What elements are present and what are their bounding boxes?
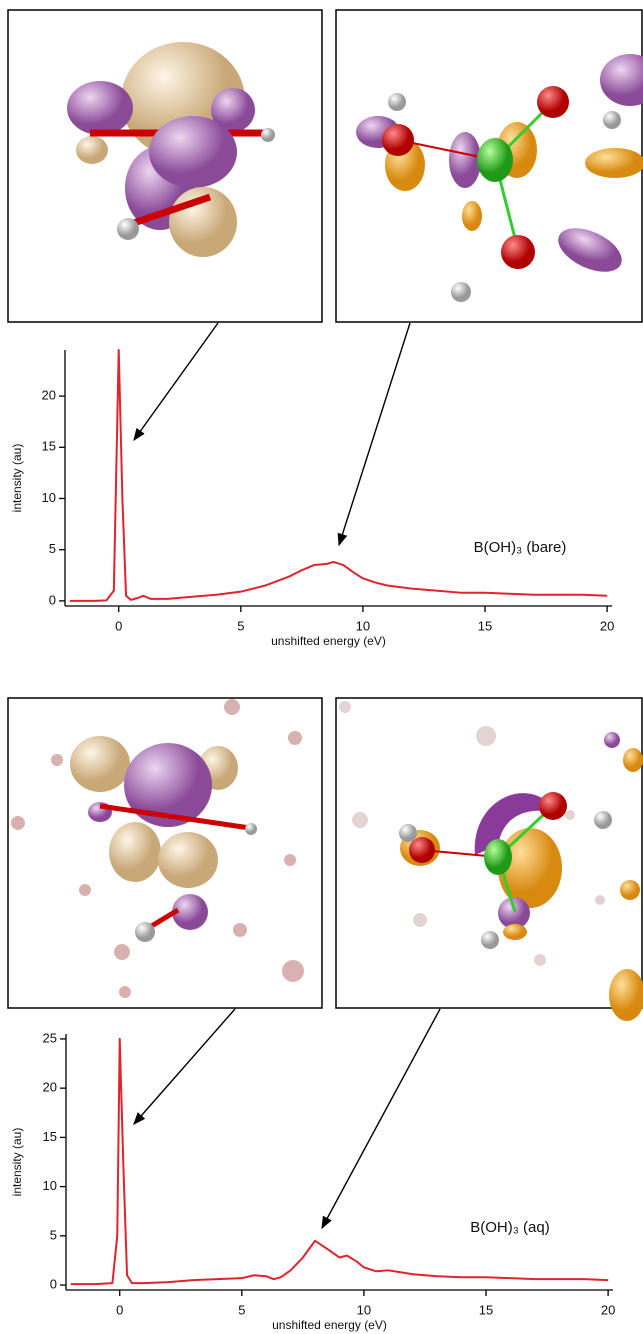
arrows [133,322,441,1230]
y-tick-label: 15 [43,1129,57,1144]
x-tick-label: 15 [478,618,492,633]
line-series [70,1037,609,1286]
y-tick-label: 20 [43,1080,57,1095]
x-tick-label: 0 [116,1302,123,1317]
x-tick-label: 0 [115,618,122,633]
x-tick-label: 10 [356,618,370,633]
x-axis-label: unshifted energy (eV) [272,1318,387,1332]
annotation: B(OH)₃ (aq) [470,1219,549,1236]
orbital-panel [7,697,323,1009]
orbital-panel [335,9,643,323]
y-tick-label: 20 [42,388,56,403]
y-tick-label: 5 [49,541,56,556]
y-axis-label: intensity (au) [10,444,24,513]
y-tick-label: 5 [50,1227,57,1242]
orbital-panel [7,9,323,323]
y-tick-label: 25 [43,1030,57,1045]
x-tick-label: 20 [601,1302,615,1317]
y-tick-label: 0 [49,592,56,607]
x-tick-label: 10 [357,1302,371,1317]
y-axis-label: intensity (au) [10,1128,24,1197]
x-tick-label: 5 [237,618,244,633]
x-tick-label: 15 [479,1302,493,1317]
orbital-panel [335,697,643,1021]
y-tick-label: 0 [50,1277,57,1292]
line-series [69,349,608,602]
x-tick-label: 20 [600,618,614,633]
y-tick-label: 15 [42,439,56,454]
x-tick-label: 5 [238,1302,245,1317]
y-tick-label: 10 [42,490,56,505]
x-axis-label: unshifted energy (eV) [271,634,386,648]
y-tick-label: 10 [43,1178,57,1193]
annotation: B(OH)₃ (bare) [474,539,567,556]
